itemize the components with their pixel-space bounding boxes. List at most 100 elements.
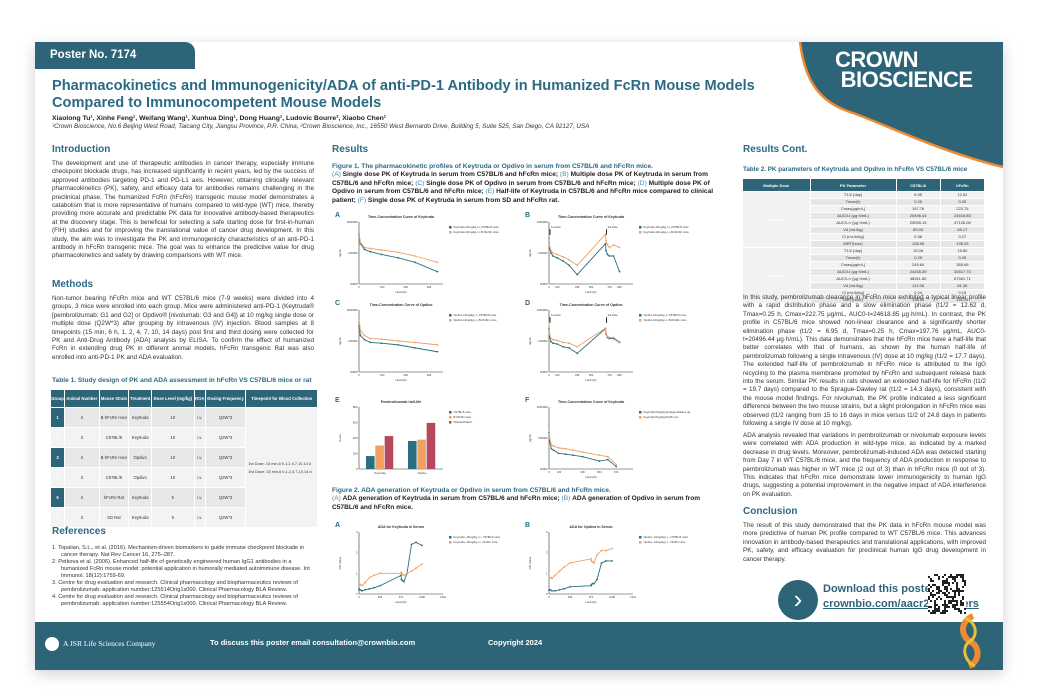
data-point [400, 571, 403, 574]
x-tick-label: 720 [607, 373, 612, 377]
table2-cell: 48911.80 [895, 275, 941, 283]
bar [375, 445, 384, 469]
data-point [598, 460, 601, 462]
x-tick-label: 0 [548, 595, 550, 599]
legend-swatch [449, 416, 452, 419]
legend-label: Keytruda,5mg/kg,hFcRn rat [644, 415, 678, 419]
data-point [550, 337, 552, 340]
series-line [548, 432, 617, 467]
table2-cell: 81.36 [939, 282, 986, 290]
qr-code-icon[interactable] [928, 574, 966, 614]
x-tick-label: 300 [427, 285, 432, 289]
data-point [369, 341, 372, 344]
y-tick-label: 100000 [538, 339, 548, 343]
legend-label: Opdivo,10mg/kg,i.v.,C57BL/6 mice [644, 313, 687, 317]
chart-panel-f: F Time-Concentration Curve of Keytruda ng/… [525, 397, 715, 483]
legend: Keytruda,5mg/kg,Sprague-Dawley ratKeytru… [639, 410, 690, 419]
data-point [403, 574, 405, 577]
results-heading: Results [332, 144, 369, 155]
data-point [364, 588, 366, 591]
table2-cell: 15.08 [895, 247, 941, 255]
data-point [550, 252, 552, 254]
poster [35, 42, 1003, 670]
table2-cell: 32617.73 [939, 268, 986, 276]
x-axis-label: Hours(h) [586, 290, 597, 294]
download-chevron-right-icon[interactable]: › [778, 580, 818, 620]
data-point [397, 343, 400, 346]
data-point [421, 544, 423, 547]
table1-cell: 5 [151, 507, 195, 528]
data-point [618, 270, 621, 273]
table1-cell: i.v. [193, 447, 206, 468]
data-point [368, 587, 371, 590]
x-tick-label: 336 [575, 373, 580, 377]
x-tick-label: 336 [580, 470, 585, 474]
data-point [363, 338, 366, 341]
table2-cell: 29055.15 [895, 219, 941, 227]
data-point [618, 340, 621, 343]
chart-title: Time-Concentration Curve of Keytruda [558, 215, 625, 219]
table1-cell: SD Rat [98, 507, 130, 528]
table2-cell: 24618.85 [939, 212, 986, 220]
data-point [612, 336, 615, 339]
data-point [550, 443, 553, 446]
data-point [554, 590, 556, 592]
table2-header: hFcRn [939, 178, 986, 192]
data-point [550, 447, 553, 450]
data-point [593, 582, 595, 585]
data-point [379, 572, 381, 575]
data-point [576, 345, 579, 348]
table1-header: Timepoint for Blood Collection [245, 389, 318, 408]
x-category-label: Opdivo [418, 471, 427, 475]
footer-contact[interactable]: To discuss this poster email consultatio… [210, 638, 416, 647]
table1-cell: Q2W*3 [204, 427, 247, 448]
table2-row: Cl (mL/h/kg) 0.24 0.15 [743, 289, 986, 297]
chart-title: ADA for Opdivo in Serum [569, 525, 612, 529]
x-tick-label: 336 [575, 285, 580, 289]
data-point [369, 250, 372, 253]
table2-cell: 385.66 [939, 261, 986, 269]
figure-part-label: (C) [415, 179, 425, 187]
data-point [548, 427, 550, 430]
figure-part-text: Single dose PK of Keytruda in serum from… [342, 171, 559, 179]
figure-part-text: Half-life of Keytruda in C57BL/6 and hFc… [332, 188, 714, 204]
legend-swatch [449, 421, 452, 424]
data-point [564, 447, 567, 450]
data-point [591, 582, 594, 585]
x-tick-label: 0 [548, 470, 550, 474]
table2-cell: 6.95 [895, 191, 941, 199]
series-line [358, 232, 438, 263]
data-point [556, 253, 558, 256]
data-point [551, 577, 553, 580]
table1-cell: Q2W*3 [204, 487, 247, 508]
figure-part-label: (B) [559, 171, 569, 179]
chart-title: Pembrolizumab half-life [381, 400, 422, 404]
series-line [548, 322, 620, 348]
legend: Keytruda,10mg/kg,i.v.,C57BL/6 miceKeytru… [449, 225, 499, 234]
data-point [373, 586, 375, 589]
table1-cell: Q2W*3 [204, 447, 247, 468]
data-point [604, 327, 607, 330]
data-point [548, 244, 551, 247]
table1-cell: 3 [64, 467, 100, 488]
figure-part-text: ADA generation of Opdivo in serum from C… [332, 495, 701, 511]
drug-cell: Opdivo [742, 247, 811, 304]
table2-cell: 197.76 [895, 205, 941, 213]
data-point [562, 260, 565, 262]
data-point [410, 543, 413, 546]
data-point [552, 445, 555, 447]
series-line [359, 563, 423, 587]
table1-cell: 3 [64, 427, 100, 448]
data-point [403, 580, 405, 583]
legend-swatch [449, 226, 452, 229]
data-point [421, 563, 423, 565]
data-point [414, 255, 416, 257]
table1-cell: 3 [64, 447, 100, 468]
table2-cell: T1/2 (day) [809, 247, 897, 255]
table1-cell: C57BL/6 [98, 467, 130, 488]
panel-label: D [525, 300, 531, 307]
table2-cell: 47126.06 [939, 219, 986, 227]
table2-cell: AUC0-t (μg·h/mL) [809, 268, 897, 276]
legend-swatch [639, 536, 642, 539]
table1-row: 5 3 hFcRn Rat Keytruda 5 i.v. Q2W*3 [50, 487, 318, 508]
